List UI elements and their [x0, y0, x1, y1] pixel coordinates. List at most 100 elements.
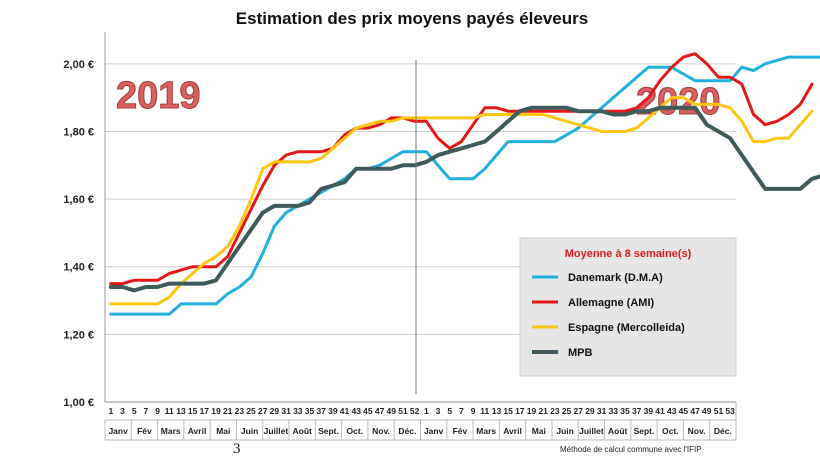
x-tick-label: 49: [387, 406, 397, 416]
month-label: Déc.: [714, 426, 732, 436]
x-tick-label: 39: [328, 406, 338, 416]
x-tick-label: 31: [281, 406, 291, 416]
month-label: Sept.: [634, 426, 655, 436]
year-label-2019: 2019: [116, 75, 201, 117]
x-tick-label: 35: [620, 406, 630, 416]
x-tick-label: 47: [690, 406, 700, 416]
legend-label: Allemagne (AMI): [568, 297, 655, 309]
x-tick-label: 9: [155, 406, 160, 416]
x-tick-label: 51: [398, 406, 408, 416]
x-tick-label: 9: [471, 406, 476, 416]
x-tick-label: 27: [574, 406, 584, 416]
x-tick-label: 45: [363, 406, 373, 416]
x-tick-label: 43: [667, 406, 677, 416]
x-axis: 1 3 5 7 9 11 13 15 17 19 21 23 25 27 29 31 33 35 37 39 41 43 4…: [104, 401, 737, 441]
month-label: Mars: [161, 426, 181, 436]
x-tick-label: 11: [165, 406, 174, 416]
x-tick-label: 37: [316, 406, 326, 416]
x-tick-label: 43: [351, 406, 361, 416]
month-label: Mars: [476, 426, 496, 436]
y-tick-label: 1,40 €: [63, 262, 94, 274]
x-tick-label: 27: [258, 406, 268, 416]
x-tick-label: 13: [492, 406, 502, 416]
x-tick-label: 7: [144, 406, 149, 416]
series-line: [109, 52, 814, 286]
month-label: Oct.: [347, 426, 364, 436]
x-tick-label: 21: [538, 406, 548, 416]
x-tick-label: 23: [235, 406, 245, 416]
x-tick-label: 21: [223, 406, 233, 416]
x-tick-label: 29: [270, 406, 280, 416]
chart-title: Estimation des prix moyens payés éleveur…: [236, 9, 588, 28]
x-tick-label: 41: [340, 406, 350, 416]
x-tick-label: 51: [714, 406, 724, 416]
y-axis: 1,00 € 1,20 € 1,40 € 1,60 € 1,80 € 2,00 €: [63, 32, 106, 409]
x-tick-label: 39: [644, 406, 654, 416]
month-label: Avril: [503, 426, 522, 436]
x-tick-label: 11: [480, 406, 489, 416]
x-tick-label: 7: [459, 406, 464, 416]
x-tick-label: 52: [410, 406, 420, 416]
month-label: Mai: [532, 426, 546, 436]
x-tick-label: 49: [702, 406, 712, 416]
legend: Moyenne à 8 semaine(s) Danemark (D.M.A) A…: [519, 237, 737, 377]
month-label: Mai: [216, 426, 230, 436]
x-tick-label: 3: [120, 406, 125, 416]
month-label: Août: [608, 426, 628, 436]
y-tick-label: 2,00 €: [63, 59, 94, 71]
month-label: Nov.: [688, 426, 706, 436]
legend-label: Danemark (D.M.A): [568, 272, 663, 284]
x-tick-label: 25: [246, 406, 256, 416]
legend-label: MPB: [568, 347, 593, 359]
y-tick-label: 1,80 €: [63, 126, 94, 138]
x-tick-label: 41: [655, 406, 665, 416]
month-label: Juillet: [264, 426, 289, 436]
x-tick-label: 17: [200, 406, 210, 416]
series-line: [108, 105, 820, 293]
x-tick-label: 1: [108, 406, 113, 416]
y-tick-label: 1,60 €: [63, 194, 94, 206]
series-line: [109, 55, 820, 316]
month-label: Janv: [424, 426, 444, 436]
x-tick-label: 33: [609, 406, 619, 416]
x-tick-label: 33: [293, 406, 303, 416]
month-label: Sept.: [318, 426, 339, 436]
x-tick-label: 37: [632, 406, 642, 416]
month-label: Déc.: [398, 426, 416, 436]
x-tick-label: 29: [585, 406, 595, 416]
month-label: Oct.: [662, 426, 679, 436]
month-label: Juin: [241, 426, 258, 436]
x-tick-label: 31: [597, 406, 607, 416]
footnote: Méthode de calcul commune avec l'IFIP: [560, 445, 702, 454]
month-label: Nov.: [372, 426, 390, 436]
x-tick-label: 47: [375, 406, 385, 416]
month-label: Fév: [137, 426, 152, 436]
x-tick-label: 15: [503, 406, 513, 416]
x-tick-label: 5: [447, 406, 452, 416]
x-tick-label: 25: [562, 406, 572, 416]
legend-label: Espagne (Mercolleida): [568, 322, 685, 334]
x-tick-label: 5: [132, 406, 137, 416]
x-tick-label: 15: [188, 406, 198, 416]
y-tick-label: 1,00 €: [63, 397, 94, 409]
x-tick-label: 1: [424, 406, 429, 416]
legend-title: Moyenne à 8 semaine(s): [565, 248, 692, 260]
month-label: Juillet: [579, 426, 604, 436]
x-tick-label: 35: [305, 406, 315, 416]
series-line: [109, 96, 814, 306]
x-tick-label: 19: [211, 406, 221, 416]
series-lines: [108, 52, 820, 316]
x-tick-label: 3: [436, 406, 441, 416]
y-tick-label: 1,20 €: [63, 329, 94, 341]
x-tick-label: 23: [550, 406, 560, 416]
x-tick-label: 13: [176, 406, 186, 416]
x-tick-label: 45: [679, 406, 689, 416]
month-label: Janv: [108, 426, 128, 436]
month-label: Août: [293, 426, 313, 436]
month-label: Juin: [556, 426, 573, 436]
x-tick-label: 17: [515, 406, 525, 416]
month-label: Fév: [453, 426, 468, 436]
x-tick-label: 19: [527, 406, 537, 416]
month-label: Avril: [188, 426, 207, 436]
